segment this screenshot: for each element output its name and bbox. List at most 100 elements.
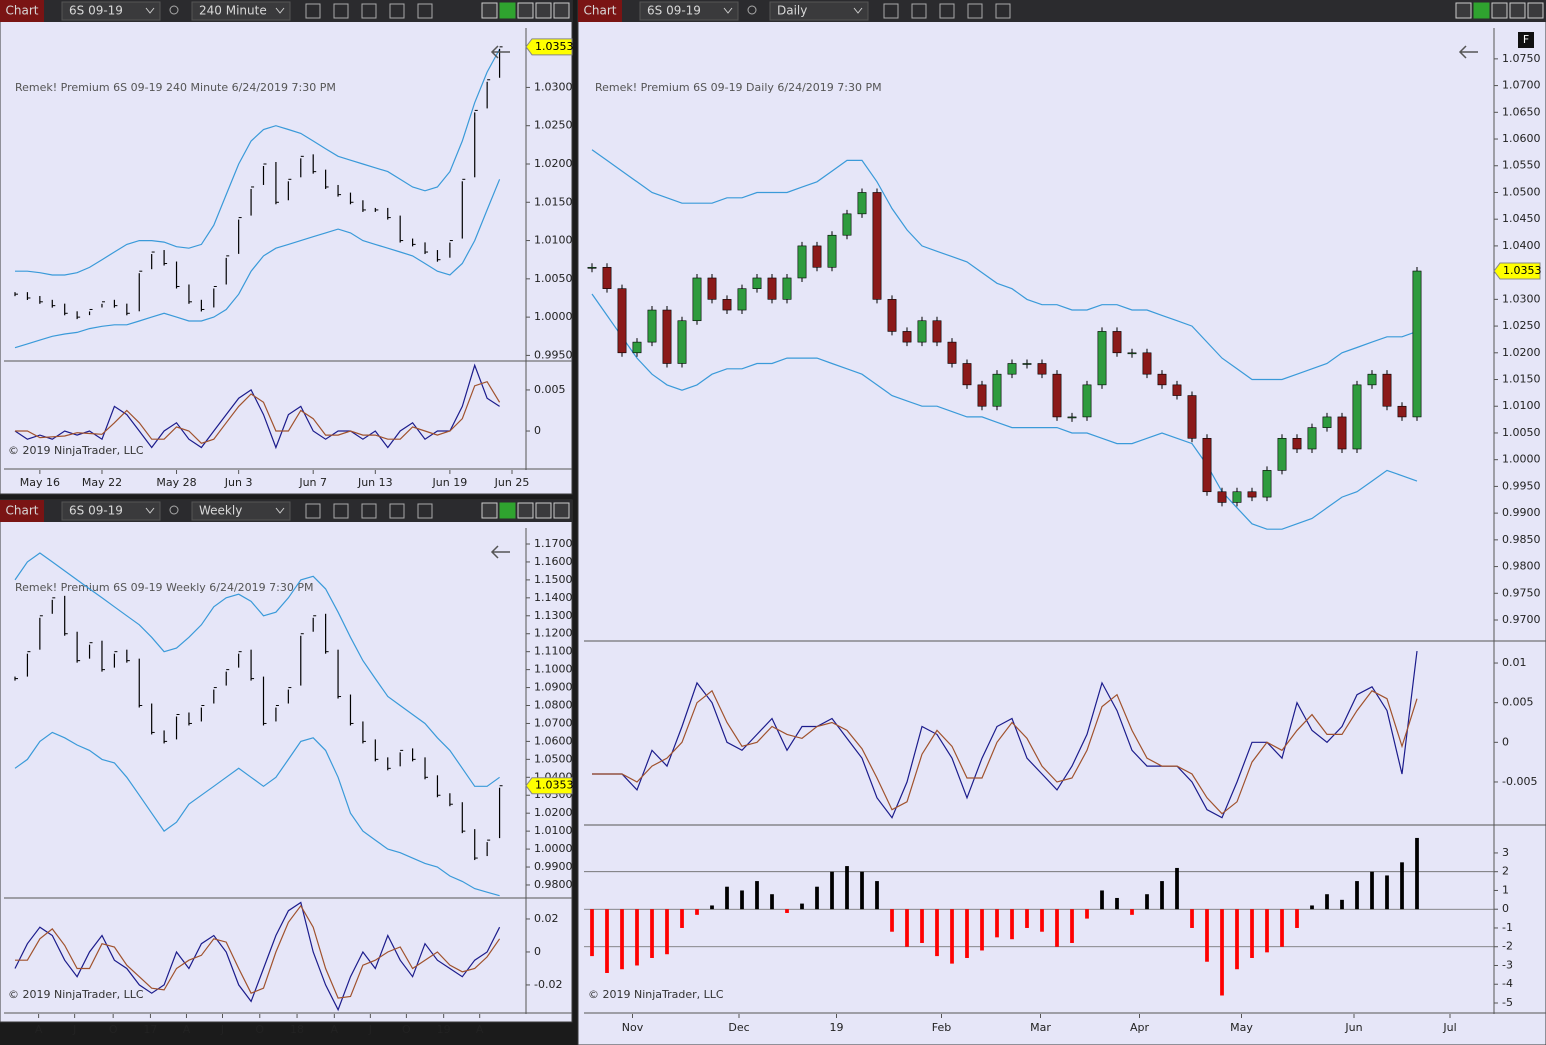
y-tick-label: 1.0200 <box>534 806 573 819</box>
search-icon[interactable] <box>747 5 757 15</box>
tool-icon[interactable] <box>417 503 433 519</box>
histogram-bar <box>635 909 639 966</box>
interval-select[interactable] <box>191 501 291 521</box>
window-button[interactable] <box>499 502 516 519</box>
candle <box>722 299 732 311</box>
window-button[interactable] <box>535 502 552 519</box>
last-price-box <box>525 38 573 56</box>
band-line <box>15 48 501 276</box>
candle <box>857 192 867 215</box>
x-tick-label: Jun 25 <box>494 476 530 489</box>
histogram-bar <box>950 909 954 964</box>
window-button[interactable] <box>499 2 516 19</box>
oscillator-line <box>592 689 1418 815</box>
y-tick-label: 1.1000 <box>534 663 573 676</box>
window-button[interactable] <box>517 502 534 519</box>
histogram-bar <box>1355 881 1359 910</box>
tool-icon[interactable] <box>361 503 377 519</box>
instrument-select[interactable] <box>61 501 161 521</box>
candle <box>887 299 897 332</box>
x-tick-label: A <box>183 1023 191 1036</box>
candle <box>1097 331 1107 386</box>
dropdown-arrow <box>145 507 155 514</box>
y-tick-label: 0.9800 <box>534 878 573 891</box>
tool-icon[interactable] <box>967 3 983 19</box>
tool-icon[interactable] <box>333 503 349 519</box>
y-tick-label: 1.0300 <box>534 80 573 93</box>
histogram-bar <box>890 909 894 932</box>
tool-icon[interactable] <box>939 3 955 19</box>
tool-icon[interactable] <box>333 3 349 19</box>
y-tick-label: -5 <box>1502 996 1513 1009</box>
histogram-bar <box>905 909 909 947</box>
candle <box>1382 373 1392 407</box>
window-button[interactable] <box>553 2 570 19</box>
histogram-bar <box>755 881 759 910</box>
candle <box>962 363 972 386</box>
instrument-select[interactable] <box>61 1 161 21</box>
window <box>0 0 573 495</box>
window-button[interactable] <box>1473 2 1490 19</box>
y-tick-label: 2 <box>1502 865 1509 878</box>
search-icon[interactable] <box>169 5 179 15</box>
tool-icon[interactable] <box>305 503 321 519</box>
back-arrow[interactable] <box>490 545 510 559</box>
window-button[interactable] <box>481 2 498 19</box>
histogram-bar <box>1370 871 1374 910</box>
candle <box>692 277 702 322</box>
x-tick-label: May 28 <box>156 476 196 489</box>
histogram-bar <box>1175 867 1179 910</box>
back-arrow[interactable] <box>1458 45 1478 59</box>
candle <box>872 192 882 300</box>
candle <box>977 384 987 407</box>
y-tick-label: 1.0000 <box>1502 453 1541 466</box>
last-price: 1.0353 <box>1503 264 1542 277</box>
histogram-bar <box>980 909 984 951</box>
window-button[interactable] <box>535 2 552 19</box>
search-icon[interactable] <box>169 505 179 515</box>
window-button[interactable] <box>1491 2 1508 19</box>
tool-icon[interactable] <box>883 3 899 19</box>
y-tick-label: 1.0600 <box>1502 132 1541 145</box>
candle <box>1157 373 1167 386</box>
oscillator-line <box>15 904 501 999</box>
x-tick-label: 19 <box>437 1023 451 1036</box>
x-tick-label: A <box>35 1023 43 1036</box>
histogram-bar <box>815 886 819 910</box>
window-button[interactable] <box>553 502 570 519</box>
window-button[interactable] <box>1527 2 1544 19</box>
x-tick-label: O <box>255 1023 264 1036</box>
x-tick-label: Feb <box>932 1021 951 1034</box>
interval-select[interactable] <box>769 1 869 21</box>
tool-icon[interactable] <box>389 503 405 519</box>
candle <box>617 288 627 354</box>
histogram-bar <box>1070 909 1074 943</box>
tool-icon[interactable] <box>305 3 321 19</box>
histogram-bar <box>725 886 729 910</box>
candle <box>1412 270 1422 418</box>
window-button[interactable] <box>517 2 534 19</box>
instrument-select[interactable] <box>639 1 739 21</box>
histogram-bar <box>1385 875 1389 910</box>
candle <box>1322 416 1332 428</box>
candle <box>842 213 852 236</box>
window <box>0 499 573 1023</box>
histogram-bar <box>1295 909 1299 928</box>
candle <box>992 373 1002 407</box>
window-button[interactable] <box>1455 2 1472 19</box>
tool-icon[interactable] <box>361 3 377 19</box>
tool-icon[interactable] <box>911 3 927 19</box>
histogram-bar <box>710 905 714 910</box>
tool-icon[interactable] <box>995 3 1011 19</box>
tool-icon[interactable] <box>417 3 433 19</box>
tool-icon[interactable] <box>389 3 405 19</box>
window-button[interactable] <box>481 502 498 519</box>
back-arrow[interactable] <box>490 45 510 59</box>
window-button[interactable] <box>1509 2 1526 19</box>
last-price-box <box>1493 262 1541 280</box>
histogram-bar <box>695 909 699 915</box>
x-tick-label: 19 <box>830 1021 844 1034</box>
interval-select[interactable] <box>191 1 291 21</box>
interval: Weekly <box>199 504 242 518</box>
histogram-bar <box>800 903 804 910</box>
